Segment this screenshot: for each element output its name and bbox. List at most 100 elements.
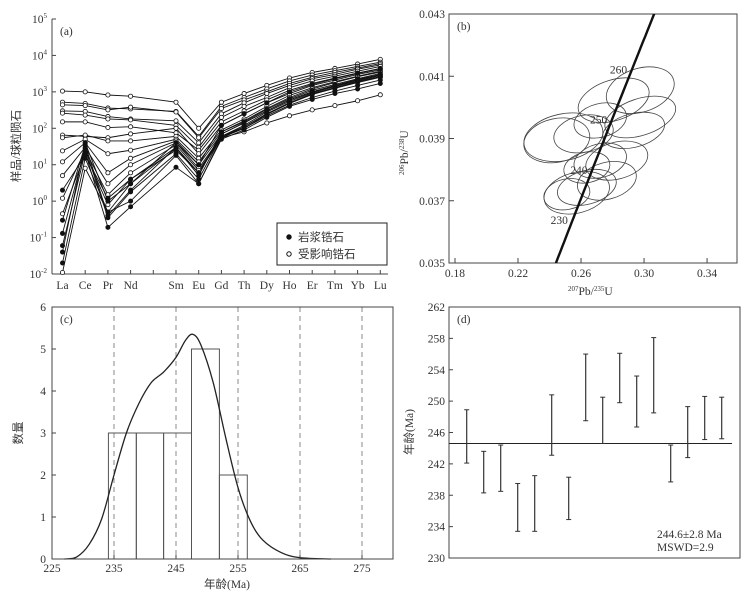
histogram-bar xyxy=(107,432,137,560)
ree-series-line xyxy=(62,73,381,221)
affected-point xyxy=(105,170,111,176)
y-axis-label: 样品/球粒陨石 xyxy=(9,110,23,182)
y-axis-label: 年龄(Ma) xyxy=(402,409,416,455)
x-tick-label: 0.30 xyxy=(634,268,654,280)
x-tick-label: 225 xyxy=(43,563,61,575)
y-tick-label: 0 xyxy=(40,554,46,566)
y-tick-label: 0.043 xyxy=(419,9,445,21)
magmatic-point xyxy=(309,95,315,101)
ree-series-line xyxy=(62,61,381,138)
affected-point xyxy=(60,211,66,217)
affected-point xyxy=(377,92,383,98)
y-tick-label: 10-2 xyxy=(30,267,48,281)
magmatic-point xyxy=(82,152,88,158)
y-tick-label: 234 xyxy=(428,522,446,534)
magmatic-point xyxy=(332,88,338,94)
error-ellipse xyxy=(585,140,649,181)
magmatic-point xyxy=(196,181,202,187)
magmatic-point xyxy=(355,82,361,88)
legend-open-circle-icon xyxy=(286,251,292,257)
affected-point xyxy=(173,125,179,131)
magmatic-point xyxy=(286,102,292,108)
y-tick-label: 4 xyxy=(40,386,46,398)
y-tick-label: 246 xyxy=(428,428,446,440)
error-ellipse xyxy=(563,151,611,184)
ree-series-line xyxy=(62,74,381,199)
magmatic-point xyxy=(128,189,134,195)
y-tick-label: 0.039 xyxy=(419,134,445,146)
magmatic-point xyxy=(241,120,247,126)
affected-point xyxy=(105,151,111,157)
error-bar xyxy=(532,475,538,532)
affected-point xyxy=(355,98,361,104)
panel-d-weighted-mean: 230 234 238 242 246 250 254 258 262 (d) 244.6±2.8 … xyxy=(402,302,741,565)
histogram-bar xyxy=(191,348,220,560)
magmatic-point xyxy=(355,77,361,83)
magmatic-point xyxy=(105,209,111,215)
magmatic-point xyxy=(60,243,66,249)
x-tick-label: Gd xyxy=(214,280,228,292)
ree-series-line xyxy=(62,70,381,159)
ree-series-line xyxy=(62,67,381,151)
x-tick-label: Nd xyxy=(124,280,138,292)
affected-point xyxy=(196,135,202,141)
error-bar xyxy=(515,482,521,532)
affected-point xyxy=(60,173,66,179)
magmatic-point xyxy=(60,249,66,255)
error-ellipse xyxy=(523,117,591,164)
error-bar xyxy=(634,375,640,428)
x-tick-label: Ho xyxy=(282,280,296,292)
affected-point xyxy=(128,147,134,153)
plot-frame xyxy=(51,306,394,560)
legend-label: 岩浆锆石 xyxy=(298,230,344,244)
concordia-curve xyxy=(554,14,656,263)
x-tick-label: Tm xyxy=(327,280,343,292)
affected-point xyxy=(286,113,292,119)
error-bar xyxy=(600,396,606,444)
ree-series-line xyxy=(62,63,381,139)
y-axis-label: 206Pb/238U xyxy=(398,130,411,175)
ree-series-line xyxy=(62,76,381,214)
y-tick-label: 262 xyxy=(428,302,446,314)
affected-point xyxy=(309,107,315,113)
affected-point xyxy=(105,116,111,122)
histogram-bar xyxy=(218,474,248,560)
y-tick-label: 100 xyxy=(32,194,48,208)
y-tick-label: 0.041 xyxy=(419,71,445,83)
magmatic-point xyxy=(128,198,134,204)
x-tick-label: 0.22 xyxy=(508,268,528,280)
panel-label: (d) xyxy=(457,314,471,326)
affected-point xyxy=(105,181,111,187)
affected-point xyxy=(128,104,134,110)
error-ellipse xyxy=(543,178,591,211)
y-tick-label: 0.037 xyxy=(419,196,445,208)
magmatic-point xyxy=(173,164,179,170)
error-ellipse xyxy=(605,66,675,115)
affected-point xyxy=(128,155,134,161)
affected-point xyxy=(218,99,224,105)
histogram-bar xyxy=(163,432,193,560)
magmatic-point xyxy=(196,162,202,168)
affected-point xyxy=(60,135,66,141)
concordia-age-label: 230 xyxy=(551,215,569,227)
ree-series-line xyxy=(62,65,381,149)
affected-point xyxy=(105,138,111,144)
magmatic-point xyxy=(60,217,66,223)
y-tick-label: 103 xyxy=(32,85,48,99)
affected-point xyxy=(196,140,202,146)
magmatic-point xyxy=(173,140,179,146)
magmatic-point xyxy=(355,70,361,76)
magmatic-point xyxy=(241,111,247,117)
x-tick-label: 235 xyxy=(105,563,123,575)
x-tick-label: 265 xyxy=(291,563,309,575)
affected-point xyxy=(241,91,247,97)
affected-point xyxy=(60,110,66,116)
x-tick-label: 0.34 xyxy=(697,268,717,280)
error-bar xyxy=(668,444,674,483)
error-bar xyxy=(702,395,708,441)
y-tick-label: 105 xyxy=(32,12,48,26)
error-bar xyxy=(498,444,504,492)
panel-label: (a) xyxy=(60,26,73,38)
magmatic-point xyxy=(60,230,66,236)
